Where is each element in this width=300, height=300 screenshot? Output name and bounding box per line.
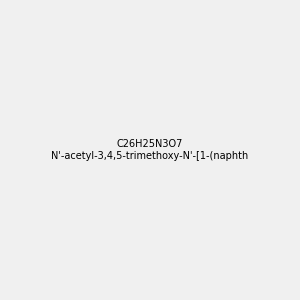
Text: C26H25N3O7
N'-acetyl-3,4,5-trimethoxy-N'-[1-(naphth: C26H25N3O7 N'-acetyl-3,4,5-trimethoxy-N'… (51, 139, 249, 161)
